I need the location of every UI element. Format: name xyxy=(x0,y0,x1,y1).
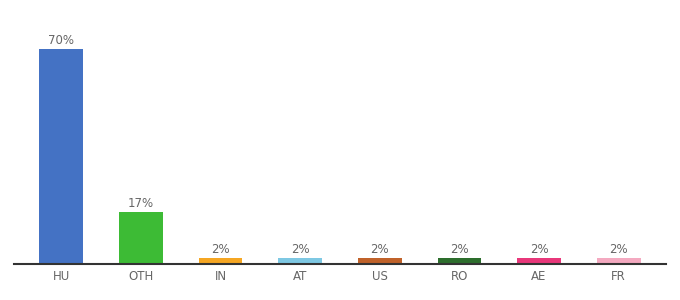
Bar xyxy=(597,258,641,264)
Text: 2%: 2% xyxy=(450,243,469,256)
Bar xyxy=(39,49,83,264)
Text: 2%: 2% xyxy=(530,243,548,256)
Bar xyxy=(278,258,322,264)
Text: 2%: 2% xyxy=(291,243,309,256)
Text: 17%: 17% xyxy=(128,197,154,210)
Text: 2%: 2% xyxy=(609,243,628,256)
Bar xyxy=(199,258,243,264)
Bar xyxy=(437,258,481,264)
Text: 2%: 2% xyxy=(211,243,230,256)
Bar xyxy=(119,212,163,264)
Bar xyxy=(517,258,561,264)
Bar xyxy=(358,258,402,264)
Text: 70%: 70% xyxy=(48,34,74,47)
Text: 2%: 2% xyxy=(371,243,389,256)
